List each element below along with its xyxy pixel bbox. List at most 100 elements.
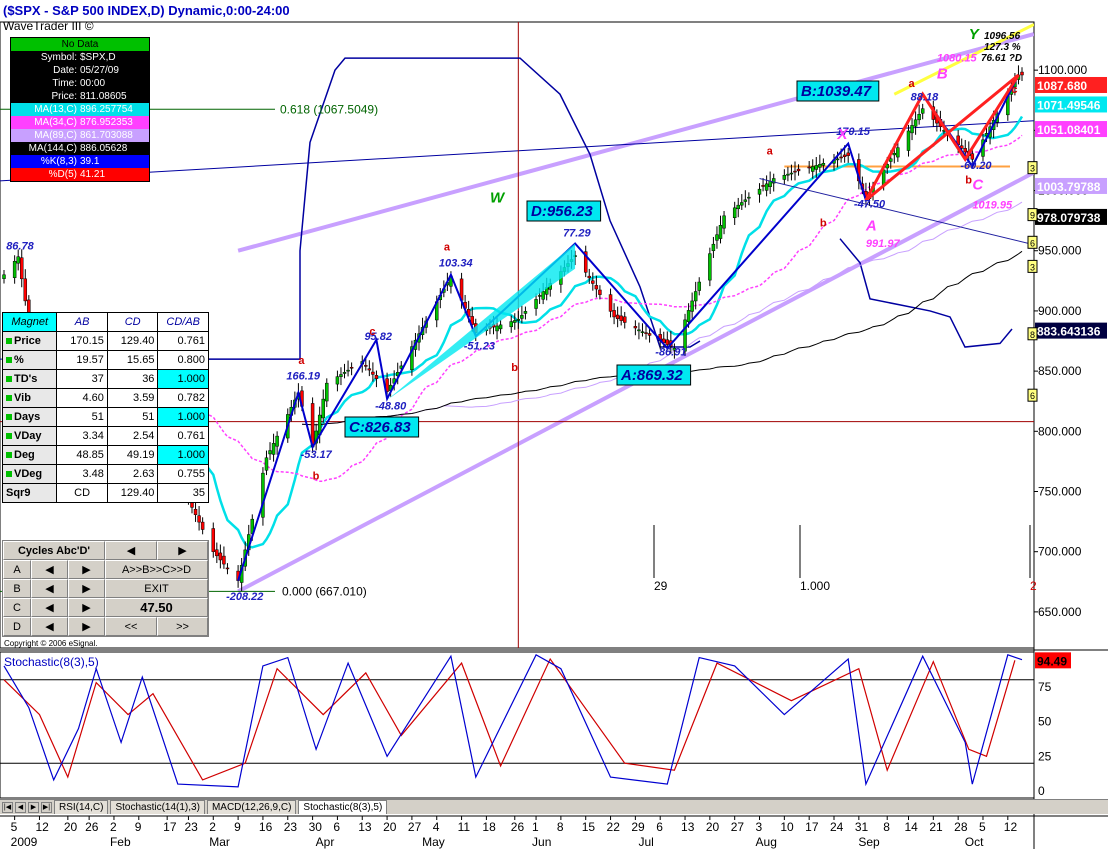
price-tag-label: 1071.49546 xyxy=(1037,98,1101,112)
stochastic-title: Stochastic(8(3),5) xyxy=(4,655,99,669)
candle-body xyxy=(619,315,623,321)
indicator-tab[interactable]: MACD(12,26,9,C) xyxy=(206,800,297,814)
cycle-value: 47.50 xyxy=(105,598,208,617)
info-row-label: Date: xyxy=(53,65,77,76)
indicator-tabs: |◀ ◀ ▶ ▶| RSI(14,C) Stochastic(14(1),3) MA… xyxy=(0,799,1108,814)
info-row: Symbol: $SPX,D xyxy=(11,51,149,64)
month-label: Feb xyxy=(110,835,131,849)
magnet-row: VDay 3.34 2.54 0.761 xyxy=(1,426,209,446)
magnet-cell: 36 xyxy=(106,369,159,389)
swing-label: 77.29 xyxy=(563,227,591,239)
stochastic-d-line xyxy=(3,657,1016,781)
candle-body xyxy=(913,119,918,127)
date-tick-label: 18 xyxy=(482,820,496,834)
cycle-next-button[interactable]: >> xyxy=(157,617,208,636)
candle-body xyxy=(786,173,790,176)
status-led-icon xyxy=(6,357,12,363)
pattern-label: B xyxy=(937,66,948,83)
candle-body xyxy=(640,331,645,333)
date-tick-label: 15 xyxy=(582,820,596,834)
cycle-letter-c: C xyxy=(3,598,31,617)
price-tick-label: 750.000 xyxy=(1038,485,1082,499)
price-axis[interactable]: 650.000 700.000 750.000 800.000 850.000 900.0… xyxy=(1027,63,1107,619)
stochastic-axis[interactable]: 0 25 50 75 94.49 xyxy=(1035,652,1071,798)
date-tick-label: 24 xyxy=(830,820,844,834)
magnet-cell: 0.755 xyxy=(157,464,209,484)
tab-last-icon[interactable]: ▶| xyxy=(41,801,52,813)
tab-first-icon[interactable]: |◀ xyxy=(2,801,13,813)
chart-labels: A:869.32 B:1039.47 C:826.83 D:956.23 86.78 -2… xyxy=(6,26,1037,603)
tab-prev-icon[interactable]: ◀ xyxy=(15,801,26,813)
cycle-a-left-arrow[interactable]: ◀ xyxy=(31,560,68,579)
candle-body xyxy=(591,280,595,284)
cycle-c-right-arrow[interactable]: ▶ xyxy=(68,598,105,617)
date-tick-label: 29 xyxy=(631,820,645,834)
cycles-right-arrow[interactable]: ▶ xyxy=(157,541,208,560)
info-row: %K(8,3) 39.1 xyxy=(11,155,149,168)
right-marker-label: 9 xyxy=(1030,211,1035,221)
magnet-row: Vib 4.60 3.59 0.782 xyxy=(1,388,209,408)
indicator-tab[interactable]: Stochastic(8(3),5) xyxy=(298,800,388,814)
date-tick-label: 30 xyxy=(309,820,323,834)
fib-label: 0.618 (1067.5049) xyxy=(280,102,378,116)
candle-body xyxy=(722,215,726,229)
info-row: MA(89,C) 861.703088 xyxy=(11,129,149,142)
price-tick-label: 950.000 xyxy=(1038,244,1082,258)
candle-body xyxy=(225,567,230,570)
indicator-tab[interactable]: Stochastic(14(1),3) xyxy=(110,800,205,814)
magnet-cell: 51 xyxy=(106,407,159,427)
candle-body xyxy=(1020,71,1024,76)
cycle-b-left-arrow[interactable]: ◀ xyxy=(31,579,68,598)
cycle-c-left-arrow[interactable]: ◀ xyxy=(31,598,68,617)
yellow-trend-line xyxy=(893,23,1034,96)
price-tick-label: 650.000 xyxy=(1038,605,1082,619)
cycle-a-right-arrow[interactable]: ▶ xyxy=(68,560,105,579)
candle-body xyxy=(513,320,517,323)
cycle-d-left-arrow[interactable]: ◀ xyxy=(31,617,68,636)
cycle-b-right-arrow[interactable]: ▶ xyxy=(68,579,105,598)
purple-upper-trend-line xyxy=(237,32,1034,253)
candle-body xyxy=(211,528,216,552)
magnet-cell: 48.85 xyxy=(56,445,108,465)
cycles-title: Cycles Abc'D' xyxy=(3,541,105,560)
swing-label: 103.34 xyxy=(439,257,473,269)
abcd-button[interactable]: A>>B>>C>>D xyxy=(105,560,208,579)
patterns xyxy=(237,23,1034,581)
cycles-left-arrow[interactable]: ◀ xyxy=(105,541,157,560)
stochastic-plot xyxy=(0,653,1034,788)
cycle-prev-button[interactable]: << xyxy=(105,617,157,636)
candle-body xyxy=(910,125,914,134)
candle-body xyxy=(275,435,279,447)
candle-body xyxy=(200,521,205,530)
candle-body xyxy=(509,321,513,328)
status-led-icon xyxy=(6,414,12,420)
info-row-label: Price: xyxy=(51,91,77,102)
magnet-cell: 1.000 xyxy=(157,445,209,465)
candle-body xyxy=(222,555,226,565)
tab-next-icon[interactable]: ▶ xyxy=(28,801,39,813)
cycle-d-right-arrow[interactable]: ▶ xyxy=(68,617,105,636)
info-row-value: 41.21 xyxy=(80,169,106,180)
magnet-row-label: Vib xyxy=(1,388,58,408)
date-axis[interactable]: 5 12 20 26 2 9 17 23 2 9 16 23 30 6 13 20 27 4 11 18 26 1 8 15 2… xyxy=(11,816,1018,849)
date-tick-label: 13 xyxy=(358,820,372,834)
candle-body xyxy=(498,324,503,330)
candle-body xyxy=(757,188,762,195)
harmonic-label-d-box xyxy=(526,200,602,222)
swing-label: -86.91 xyxy=(655,346,686,358)
candle-body xyxy=(761,185,765,187)
harmonic-label-b: B:1039.47 xyxy=(801,83,872,100)
price-tag-label: 1003.79788 xyxy=(1037,180,1101,194)
fib-label: 0.000 (667.010) xyxy=(282,584,367,598)
magnet-cell: 3.59 xyxy=(106,388,159,408)
price-tag-box xyxy=(1035,121,1107,138)
magnet-row: Days 51 51 1.000 xyxy=(1,407,209,427)
magnet-row-label: Deg xyxy=(1,445,58,465)
target-label: 1096.56 xyxy=(984,31,1021,42)
price-tag-label: 978.079738 xyxy=(1037,211,1101,225)
candle-body xyxy=(264,457,269,471)
indicator-tab[interactable]: RSI(14,C) xyxy=(54,800,109,814)
date-tick-label: 2 xyxy=(110,820,117,834)
exit-button[interactable]: EXIT xyxy=(105,579,208,598)
magnet-cell: 0.761 xyxy=(157,331,209,351)
